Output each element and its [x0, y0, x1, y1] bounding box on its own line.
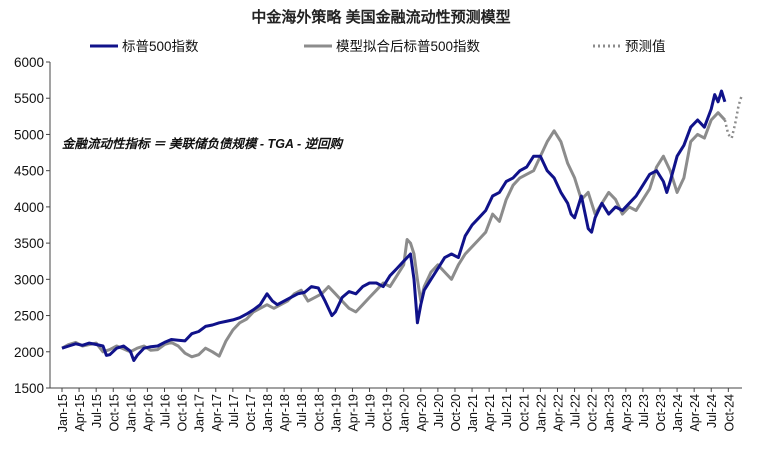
x-tick-label: Jul-17 [227, 394, 241, 428]
chart-title: 中金海外策略 美国金融流动性预测模型 [251, 8, 510, 26]
x-tick-label: Jan-15 [56, 394, 70, 432]
x-tick-label: Jul-22 [569, 394, 583, 428]
x-tick-label: Jan-20 [398, 394, 412, 432]
x-tick-label: Jan-22 [534, 394, 548, 432]
x-tick-label: Apr-19 [346, 394, 360, 432]
x-tick-label: Jul-21 [500, 394, 514, 428]
y-tick-label: 6000 [14, 55, 44, 70]
x-tick-label: Jan-24 [671, 394, 685, 432]
x-tick-label: Apr-18 [278, 394, 292, 432]
y-tick-label: 4000 [14, 200, 44, 215]
x-tick-label: Apr-16 [141, 394, 155, 432]
y-tick-label: 2000 [14, 345, 44, 360]
x-tick-label: Oct-18 [312, 394, 326, 432]
x-axis: Jan-15 Apr-15 Jul-15 Oct-15 Jan-16 Apr-16 Jul-… [50, 387, 742, 432]
legend: 标普500指数 模型拟合后标普500指数 预测值 [90, 39, 666, 54]
x-tick-label: Apr-21 [483, 394, 497, 432]
y-tick-label: 5000 [14, 127, 44, 142]
y-tick-label: 4500 [14, 164, 44, 179]
series-line-sp500 [61, 89, 727, 362]
plot-area [61, 89, 744, 362]
x-tick-label: Jan-18 [261, 394, 275, 432]
x-tick-label: Apr-23 [620, 394, 634, 432]
x-tick-label: Jul-20 [432, 394, 446, 428]
x-tick-label: Jul-18 [295, 394, 309, 428]
x-tick-label: Oct-24 [722, 394, 736, 432]
x-tick-label: Oct-22 [586, 394, 600, 432]
y-tick-label: 5500 [14, 91, 44, 106]
x-tick-label: Jan-16 [124, 394, 138, 432]
legend-label-sp500: 标普500指数 [122, 39, 199, 54]
x-tick-label: Jan-21 [466, 394, 480, 432]
x-tick-label: Jul-24 [705, 394, 719, 428]
x-tick-label: Oct-19 [381, 394, 395, 432]
series-line-forecast [723, 94, 744, 140]
x-tick-label: Jan-23 [603, 394, 617, 432]
x-tick-label: Apr-17 [210, 394, 224, 432]
y-tick-label: 3500 [14, 236, 44, 251]
legend-label-forecast: 预测值 [625, 39, 666, 54]
x-tick-label: Oct-17 [244, 394, 258, 432]
series-line-model [61, 111, 726, 359]
legend-label-model: 模型拟合后标普500指数 [336, 39, 481, 54]
x-tick-label: Jul-16 [159, 394, 173, 428]
x-tick-label: Jul-19 [364, 394, 378, 428]
x-tick-label: Oct-20 [449, 394, 463, 432]
chart-annotation: 金融流动性指标 ＝ 美联储负债规模 - TGA - 逆回购 [62, 137, 345, 151]
x-tick-label: Oct-16 [176, 394, 190, 432]
y-tick-label: 3000 [14, 272, 44, 287]
x-tick-label: Oct-23 [654, 394, 668, 432]
x-tick-label: Apr-20 [415, 394, 429, 432]
x-tick-label: Jul-15 [90, 394, 104, 428]
x-tick-label: Oct-21 [517, 394, 531, 432]
x-tick-label: Apr-15 [73, 394, 87, 432]
x-tick-label: Apr-24 [688, 394, 702, 432]
x-tick-label: Jan-19 [329, 394, 343, 432]
x-tick-label: Oct-15 [107, 394, 121, 432]
y-axis: 1500 2000 2500 3000 3500 4000 4500 5000 5500 6000 [14, 55, 51, 396]
x-tick-label: Jan-17 [193, 394, 207, 432]
x-tick-label: Apr-22 [551, 394, 565, 432]
y-tick-label: 2500 [14, 309, 44, 324]
y-tick-label: 1500 [14, 381, 44, 396]
x-tick-label: Jul-23 [637, 394, 651, 428]
